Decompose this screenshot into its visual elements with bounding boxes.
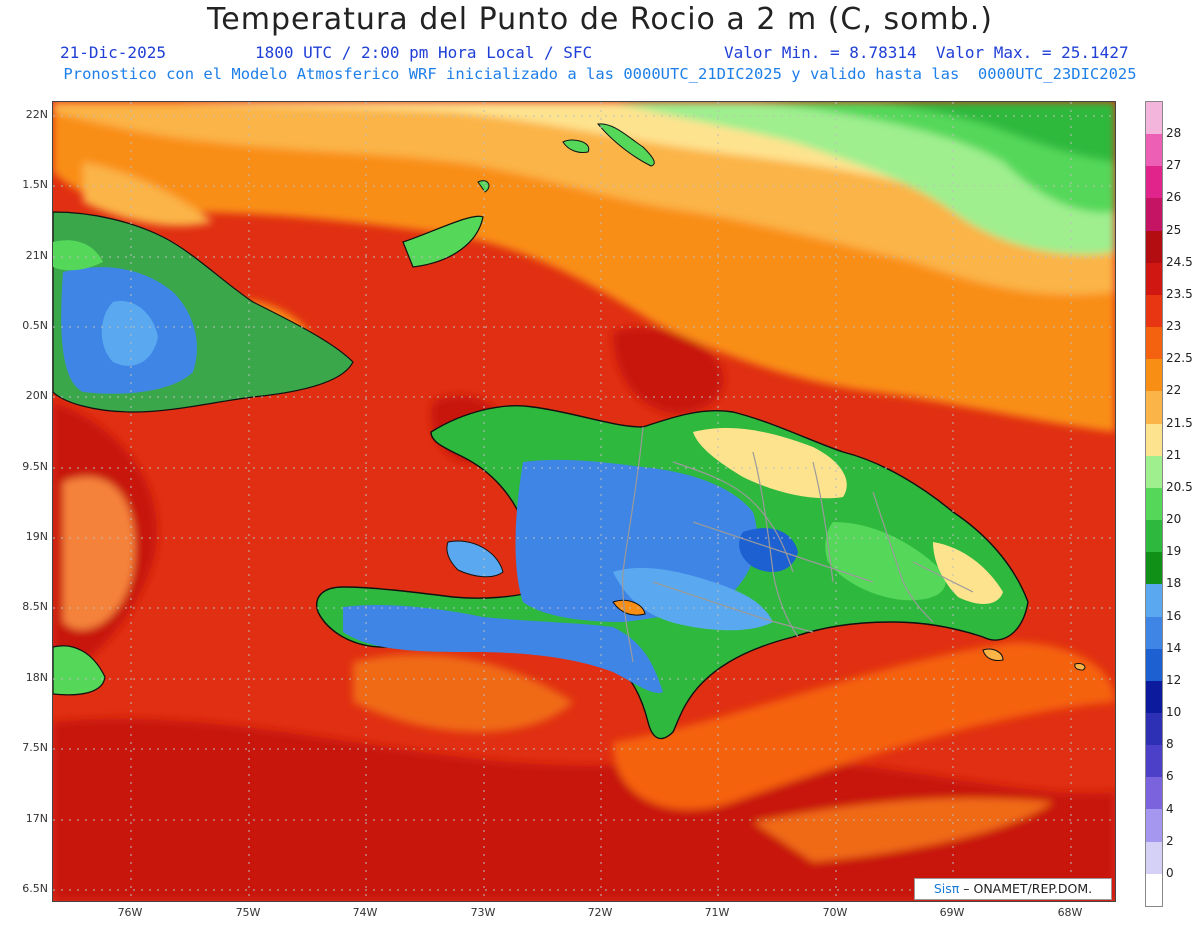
- lat-label: 8.5N: [22, 600, 48, 613]
- legend-swatch: [1146, 680, 1162, 713]
- legend-swatch: [1146, 616, 1162, 649]
- legend-swatch: [1146, 841, 1162, 874]
- legend-swatch: [1146, 359, 1162, 392]
- legend-label: 23.5: [1166, 286, 1193, 301]
- lon-label: 68W: [1057, 906, 1083, 919]
- forecast-date: 21-Dic-2025: [60, 43, 166, 62]
- dewpoint-map: [52, 101, 1116, 902]
- lat-label: 19N: [25, 530, 48, 543]
- lat-label: 9.5N: [22, 460, 48, 473]
- legend-label: 14: [1166, 640, 1182, 655]
- legend-swatch: [1146, 455, 1162, 488]
- legend-swatch: [1146, 584, 1162, 617]
- legend-label: 25: [1166, 222, 1182, 237]
- legend-label: 4: [1166, 801, 1174, 816]
- legend-label: 0: [1166, 865, 1174, 880]
- islands-north: [402, 123, 655, 268]
- sis-logo: Sisπ: [933, 881, 960, 896]
- legend-swatch: [1146, 712, 1162, 746]
- legend-swatch: [1146, 262, 1162, 295]
- min-max-values: Valor Min. = 8.78314 Valor Max. = 25.142…: [724, 43, 1129, 62]
- color-legend: [1145, 101, 1163, 907]
- legend-swatch: [1146, 230, 1162, 263]
- credit-org: – ONAMET/REP.DOM.: [959, 881, 1093, 896]
- lon-label: 69W: [939, 906, 965, 919]
- legend-swatch: [1146, 327, 1162, 360]
- lat-label: 1.5N: [22, 178, 48, 191]
- credit-box: Sisπ – ONAMET/REP.DOM.: [914, 878, 1112, 900]
- lon-label: 76W: [117, 906, 143, 919]
- legend-label: 21: [1166, 447, 1182, 462]
- legend-swatch: [1146, 391, 1162, 424]
- model-info: Pronostico con el Modelo Atmosferico WRF…: [63, 65, 1137, 83]
- legend-swatch: [1146, 134, 1162, 167]
- lat-label: 17N: [25, 812, 48, 825]
- legend-label: 18: [1166, 576, 1182, 591]
- small-islet-2: [1074, 663, 1086, 671]
- legend-label: 22.5: [1166, 351, 1193, 366]
- lon-label: 74W: [352, 906, 378, 919]
- lat-label: 7.5N: [22, 741, 48, 754]
- legend-label: 23: [1166, 319, 1182, 334]
- legend-swatch: [1146, 552, 1162, 585]
- legend-swatch: [1146, 745, 1162, 778]
- forecast-time: 1800 UTC / 2:00 pm Hora Local / SFC: [255, 43, 593, 62]
- legend-label: 22: [1166, 383, 1182, 398]
- lon-label: 70W: [822, 906, 848, 919]
- legend-swatch: [1146, 648, 1162, 681]
- legend-swatch: [1146, 809, 1162, 842]
- lat-label: 18N: [25, 671, 48, 684]
- legend-label: 26: [1166, 190, 1182, 205]
- legend-label: 24.5: [1166, 254, 1193, 269]
- legend-swatch: [1146, 520, 1162, 553]
- legend-swatch: [1146, 294, 1162, 328]
- lat-label: 20N: [25, 389, 48, 402]
- legend-label: 8: [1166, 737, 1174, 752]
- legend-swatch: [1146, 873, 1162, 906]
- legend-label: 6: [1166, 769, 1174, 784]
- lon-label: 75W: [235, 906, 261, 919]
- map-canvas: [53, 102, 1115, 901]
- legend-swatch: [1146, 777, 1162, 810]
- legend-label: 27: [1166, 158, 1182, 173]
- legend-label: 10: [1166, 705, 1182, 720]
- legend-swatch: [1146, 423, 1162, 456]
- lat-label: 6.5N: [22, 882, 48, 895]
- jamaica-landmass: [53, 645, 106, 696]
- lat-label: 21N: [25, 249, 48, 262]
- lon-label: 73W: [470, 906, 496, 919]
- hispaniola-landmass: [316, 405, 1029, 740]
- cuba-landmass: [53, 211, 354, 413]
- legend-swatch: [1146, 487, 1162, 521]
- lat-label: 0.5N: [22, 319, 48, 332]
- subtitle-row: 21-Dic-2025 1800 UTC / 2:00 pm Hora Loca…: [0, 43, 1200, 65]
- legend-label: 28: [1166, 126, 1182, 141]
- legend-label: 12: [1166, 672, 1182, 687]
- legend-label: 20: [1166, 512, 1182, 527]
- legend-swatch: [1146, 198, 1162, 231]
- legend-label: 20.5: [1166, 479, 1193, 494]
- lon-label: 72W: [587, 906, 613, 919]
- lon-label: 71W: [704, 906, 730, 919]
- small-islet: [982, 648, 1004, 661]
- legend-label: 2: [1166, 833, 1174, 848]
- map-title: Temperatura del Punto de Rocio a 2 m (C,…: [207, 2, 993, 37]
- legend-swatch: [1146, 166, 1162, 199]
- legend-label: 16: [1166, 608, 1182, 623]
- graticule: [53, 102, 1115, 901]
- legend-label: 19: [1166, 544, 1182, 559]
- legend-swatch: [1146, 102, 1162, 135]
- legend-label: 21.5: [1166, 415, 1193, 430]
- lat-label: 22N: [25, 108, 48, 121]
